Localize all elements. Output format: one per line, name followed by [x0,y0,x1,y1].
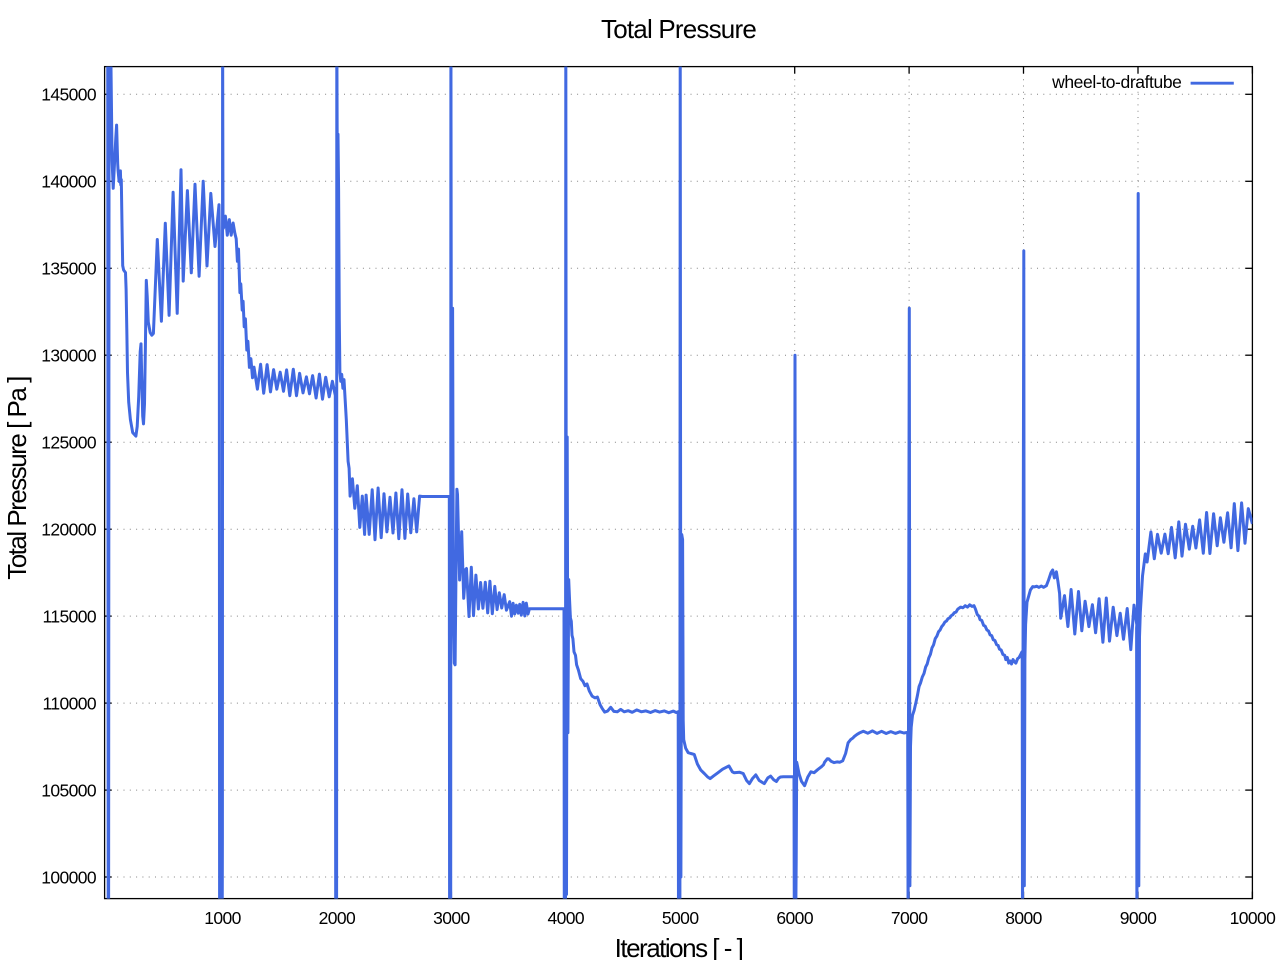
svg-text:Total Pressure [ Pa ]: Total Pressure [ Pa ] [2,377,32,580]
svg-text:6000: 6000 [776,908,813,928]
svg-text:140000: 140000 [41,172,97,192]
svg-text:Total Pressure: Total Pressure [601,14,756,44]
svg-text:2000: 2000 [319,908,356,928]
svg-text:9000: 9000 [1120,908,1157,928]
svg-text:8000: 8000 [1005,908,1042,928]
svg-text:wheel-to-draftube: wheel-to-draftube [1051,72,1181,92]
svg-text:10000: 10000 [1230,908,1277,928]
svg-text:4000: 4000 [548,908,585,928]
svg-text:135000: 135000 [41,259,97,279]
svg-text:3000: 3000 [433,908,470,928]
svg-text:110000: 110000 [43,693,97,713]
svg-text:Iterations [ - ]: Iterations [ - ] [615,933,743,960]
svg-text:7000: 7000 [891,908,928,928]
svg-text:145000: 145000 [41,85,97,105]
svg-text:1000: 1000 [204,908,241,928]
svg-text:125000: 125000 [41,433,97,453]
svg-text:120000: 120000 [41,520,97,540]
svg-text:130000: 130000 [41,346,97,366]
svg-text:115000: 115000 [43,606,97,626]
svg-text:100000: 100000 [41,867,97,887]
svg-text:105000: 105000 [41,780,97,800]
svg-text:5000: 5000 [662,908,699,928]
